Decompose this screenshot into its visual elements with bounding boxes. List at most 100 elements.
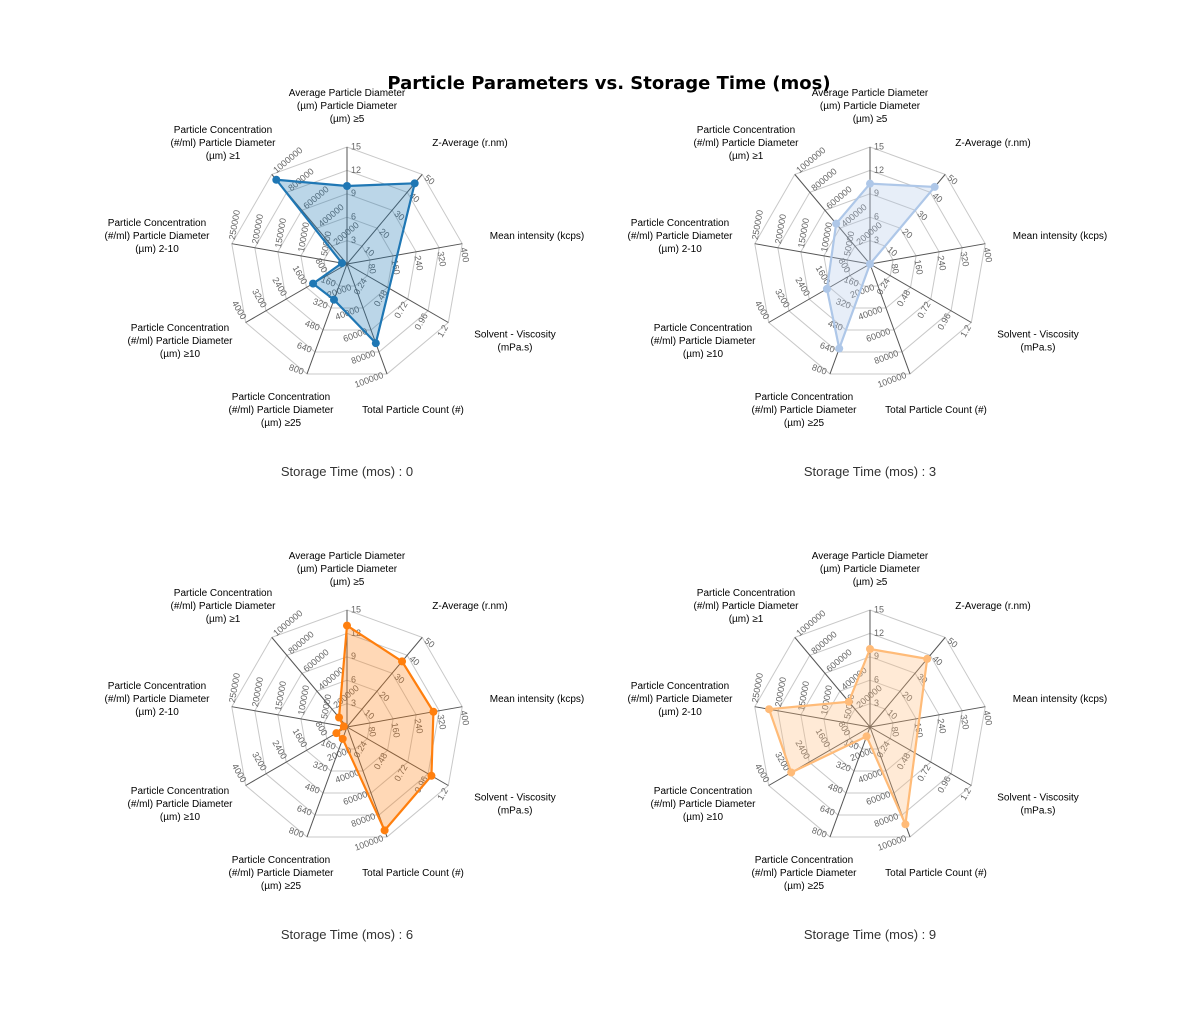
grid-ring xyxy=(300,216,394,309)
axis-category-label: Particle Concentration (#/ml) Particle Di… xyxy=(228,855,334,892)
axis-category-label: Particle Concentration (#/ml) Particle Di… xyxy=(751,392,857,429)
tick-label: 20 xyxy=(377,226,391,240)
axis-category-label-line: (#/ml) Particle Diameter xyxy=(127,336,233,347)
tick-label: 6 xyxy=(874,675,879,685)
axis-category-label-line: (#/ml) Particle Diameter xyxy=(693,138,799,149)
grid-ring xyxy=(800,656,940,794)
axis-line xyxy=(869,243,986,265)
data-point[interactable] xyxy=(930,182,939,191)
data-point[interactable] xyxy=(844,697,853,706)
axis-category-label-line: (µm) ≥5 xyxy=(853,114,888,125)
tick-label: 1.2 xyxy=(958,786,973,802)
axis-line xyxy=(768,726,871,786)
axis-category-label-line: (µm) ≥10 xyxy=(160,349,201,360)
data-point[interactable] xyxy=(832,219,841,228)
axis-line xyxy=(346,174,423,265)
tick-label: 15 xyxy=(874,141,884,151)
data-point[interactable] xyxy=(862,732,871,741)
tick-label: 3200 xyxy=(250,287,269,309)
tick-label: 4000 xyxy=(230,762,249,784)
tick-label: 800000 xyxy=(286,629,315,656)
tick-label: 200000 xyxy=(250,213,265,244)
data-point[interactable] xyxy=(427,771,436,780)
tick-label: 9 xyxy=(351,188,356,198)
data-point[interactable] xyxy=(343,621,351,630)
data-point[interactable] xyxy=(410,179,419,188)
tick-label: 60000 xyxy=(865,326,892,344)
tick-label: 100000 xyxy=(353,833,385,853)
tick-label: 20 xyxy=(377,689,391,703)
data-point[interactable] xyxy=(337,259,346,268)
tick-label: 50 xyxy=(945,636,959,650)
data-point[interactable] xyxy=(371,339,380,348)
data-point[interactable] xyxy=(335,713,344,722)
axis-category-label-line: (#/ml) Particle Diameter xyxy=(627,231,733,242)
tick-label: 30 xyxy=(392,671,406,685)
tick-label: 320 xyxy=(312,296,330,311)
data-point[interactable] xyxy=(787,768,796,777)
tick-label: 40 xyxy=(930,654,944,668)
data-point[interactable] xyxy=(343,182,351,190)
axis-category-label-line: Particle Concentration xyxy=(654,786,752,797)
tick-label: 4000 xyxy=(230,299,249,321)
data-point[interactable] xyxy=(866,260,874,268)
data-point[interactable] xyxy=(272,175,281,184)
axis-category-label-line: (µm) ≥10 xyxy=(683,349,724,360)
tick-label: 480 xyxy=(304,318,322,333)
tick-label: 1000000 xyxy=(271,608,304,638)
tick-label: 9 xyxy=(351,651,356,661)
axis-category-label: Particle Concentration (#/ml) Particle Di… xyxy=(170,125,276,162)
axis-line xyxy=(306,263,348,375)
tick-label: 80000 xyxy=(350,348,377,366)
axis-category-label: Mean intensity (kcps) xyxy=(490,694,584,705)
data-point[interactable] xyxy=(765,705,774,714)
axis-category-label-line: Average Particle Diameter xyxy=(289,88,406,99)
tick-label: 800000 xyxy=(809,629,838,656)
data-point[interactable] xyxy=(901,820,910,829)
data-point[interactable] xyxy=(332,729,341,738)
axis-line xyxy=(794,174,871,265)
data-point[interactable] xyxy=(398,657,407,666)
tick-label: 30 xyxy=(915,208,929,222)
data-point[interactable] xyxy=(329,295,338,304)
tick-label: 1600 xyxy=(291,264,310,286)
axis-category-label-line: Particle Concentration xyxy=(232,855,330,866)
tick-label: 30 xyxy=(392,208,406,222)
axis-category-label: Particle Concentration (#/ml) Particle Di… xyxy=(693,125,799,162)
axis-line xyxy=(754,706,871,728)
grid-ring xyxy=(754,609,986,838)
axis-category-label-line: Particle Concentration xyxy=(654,323,752,334)
tick-label: 250000 xyxy=(227,209,242,240)
data-point[interactable] xyxy=(866,179,874,188)
tick-label: 12 xyxy=(351,165,361,175)
axis-category-label-line: (mPa.s) xyxy=(498,343,533,354)
data-point[interactable] xyxy=(822,284,831,293)
axis-line xyxy=(245,726,348,786)
axis-category-label-line: (mPa.s) xyxy=(1021,343,1056,354)
data-point[interactable] xyxy=(339,722,348,731)
axis-category-label: Average Particle Diameter (µm) Particle D… xyxy=(289,551,406,588)
tick-label: 100000 xyxy=(876,833,908,853)
axis-category-label-line: (#/ml) Particle Diameter xyxy=(751,868,857,879)
data-point[interactable] xyxy=(380,826,389,835)
data-point[interactable] xyxy=(309,279,318,288)
axis-category-label-line: Particle Concentration xyxy=(108,218,206,229)
data-point[interactable] xyxy=(429,707,438,716)
axis-category-label: Average Particle Diameter (µm) Particle D… xyxy=(812,551,929,588)
tick-label: 50000 xyxy=(319,693,333,719)
tick-label: 50 xyxy=(422,173,436,187)
subplot-title: Storage Time (mos) : 6 xyxy=(281,927,413,942)
data-point[interactable] xyxy=(866,645,874,653)
axis-category-label: Total Particle Count (#) xyxy=(885,868,987,879)
data-point[interactable] xyxy=(835,344,844,353)
axis-category-label: Particle Concentration (#/ml) Particle Di… xyxy=(104,218,210,255)
data-point[interactable] xyxy=(923,654,932,663)
tick-label: 320 xyxy=(959,251,971,268)
axis-category-label-line: (µm) Particle Diameter xyxy=(297,101,398,112)
tick-label: 6 xyxy=(351,212,356,222)
tick-label: 6 xyxy=(874,212,879,222)
data-point[interactable] xyxy=(338,734,347,743)
tick-label: 1.2 xyxy=(435,786,450,802)
axis-category-label-line: Total Particle Count (#) xyxy=(362,868,464,879)
tick-label: 15 xyxy=(351,604,361,614)
